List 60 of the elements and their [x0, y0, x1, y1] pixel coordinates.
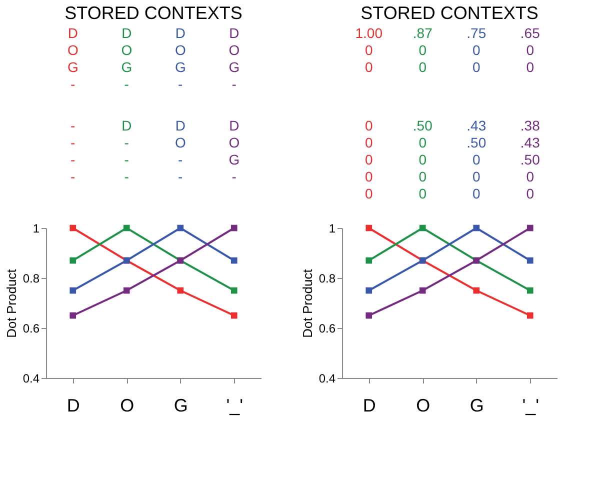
text: 0 0 0 0 0 — [364, 118, 373, 202]
point — [473, 224, 480, 232]
text: D O G - — [228, 118, 240, 184]
x-tick-label: O — [416, 396, 430, 416]
y-tick-label: 1 — [328, 222, 336, 236]
y-tick-label: 0.8 — [318, 272, 336, 286]
y-tick-label: 0.6 — [318, 322, 336, 336]
y-tick-label: 0.8 — [22, 272, 40, 286]
y-tick-label: 0.6 — [22, 322, 40, 336]
point — [419, 224, 426, 232]
x-tick-label: '_' — [226, 396, 244, 416]
text: D O - - — [174, 118, 186, 184]
x-tick-label: O — [120, 396, 134, 416]
text: .43 .50 0 0 0 — [466, 118, 486, 202]
point — [526, 257, 534, 264]
text: 1.00 0 0 — [355, 25, 383, 75]
y-tick-label: 0.4 — [22, 372, 40, 386]
text: D O G - — [174, 25, 186, 92]
text: - - - - — [70, 118, 76, 184]
text: .38 .43 .50 0 0 — [520, 118, 540, 202]
text: D O G - — [121, 25, 132, 92]
chart-title: STORED CONTEXTS — [64, 3, 242, 23]
text: D - - - — [122, 118, 132, 184]
text: D O G - — [228, 25, 240, 92]
point — [177, 224, 184, 232]
point — [123, 287, 130, 294]
text: .65 0 0 — [520, 25, 540, 75]
x-tick-label: '_' — [522, 396, 540, 416]
x-tick-label: G — [174, 396, 188, 416]
text: .87 0 0 — [412, 25, 433, 75]
point — [70, 287, 76, 294]
point — [230, 257, 238, 264]
point — [526, 224, 534, 232]
x-tick-label: G — [470, 396, 484, 416]
x-tick-label: D — [362, 396, 376, 416]
point — [70, 224, 76, 232]
y-axis-title: Dot Product — [4, 268, 19, 338]
y-tick-label: 0.4 — [318, 372, 336, 386]
text: .50 0 0 0 0 — [412, 118, 433, 202]
point — [230, 312, 238, 319]
point — [123, 224, 130, 232]
point — [177, 287, 184, 294]
point — [70, 312, 76, 319]
point — [230, 287, 238, 294]
point — [419, 287, 426, 294]
point — [366, 287, 372, 294]
point — [526, 287, 534, 294]
text: D O G - — [67, 25, 78, 92]
x-tick-label: D — [66, 396, 80, 416]
point — [366, 224, 372, 232]
point — [230, 224, 238, 232]
point — [366, 312, 372, 319]
chart-title: STORED CONTEXTS — [360, 3, 538, 23]
y-tick-label: 1 — [32, 222, 40, 236]
point — [526, 312, 534, 319]
point — [70, 257, 76, 264]
text: .75 0 0 — [466, 25, 486, 75]
point — [473, 287, 480, 294]
y-axis-title: Dot Product — [300, 268, 315, 338]
point — [366, 257, 372, 264]
